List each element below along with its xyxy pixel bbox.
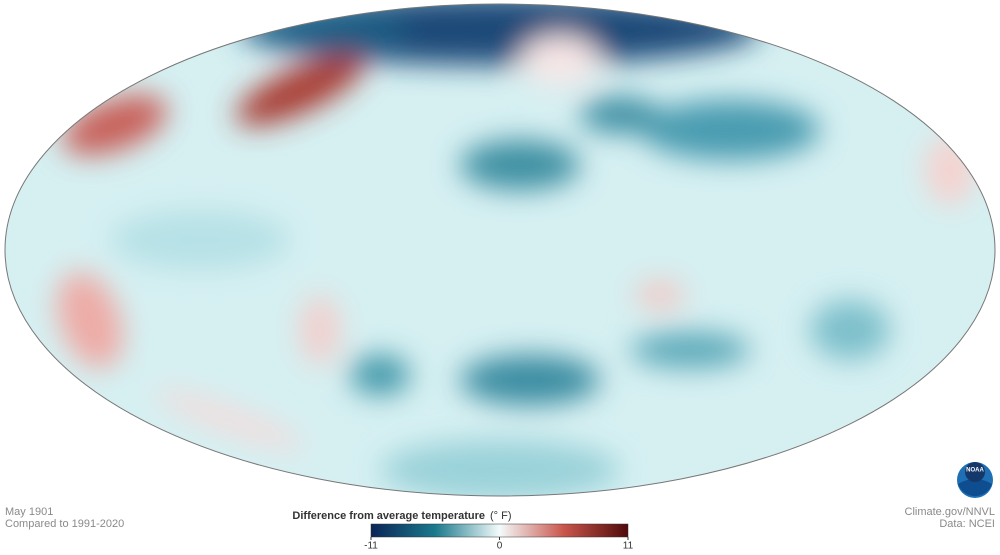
colorbar-tick-label: -11 [364,541,378,552]
map-date: May 1901 [5,506,53,518]
legend-unit: (° F) [490,510,512,522]
colorbar [370,523,629,538]
credit-source: Climate.gov/NNVL [905,506,995,518]
map-outline [4,3,996,497]
temperature-map [5,4,995,496]
colorbar-tick-label: 0 [497,541,503,552]
map-baseline: Compared to 1991-2020 [5,518,124,530]
legend-title: Difference from average temperature [292,510,485,522]
noaa-logo: NOAA [957,462,993,498]
logo-text: NOAA [966,468,984,474]
credit-data: Data: NCEI [939,518,995,530]
colorbar-tick-label: 11 [623,541,634,552]
